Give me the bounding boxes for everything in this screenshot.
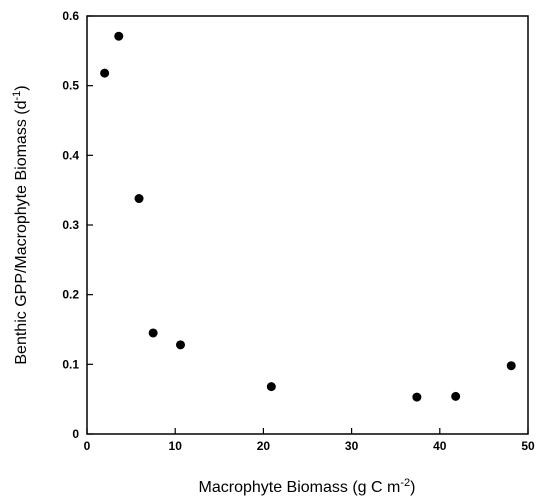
x-tick-label: 20 — [257, 439, 271, 453]
x-tick-label: 0 — [84, 439, 91, 453]
y-tick-label: 0.2 — [62, 288, 79, 302]
y-axis-title-end: ) — [13, 85, 30, 90]
data-point — [134, 194, 144, 204]
data-point — [148, 328, 158, 338]
x-tick-label: 10 — [169, 439, 183, 453]
y-tick-label: 0.5 — [62, 79, 79, 93]
x-tick-label: 30 — [345, 439, 359, 453]
data-point — [451, 391, 461, 401]
y-tick-label: 0 — [72, 427, 79, 441]
y-tick-label: 0.1 — [62, 357, 79, 371]
data-point — [506, 361, 516, 371]
data-point — [114, 31, 124, 41]
y-axis-title: Benthic GPP/Macrophyte Biomass (d-1) — [11, 85, 30, 364]
x-tick-label: 50 — [521, 439, 535, 453]
data-point — [100, 68, 110, 78]
data-point — [266, 382, 276, 392]
y-axis-title-sup: -1 — [11, 91, 23, 101]
y-axis-title-main: Benthic GPP/Macrophyte Biomass (d — [13, 101, 30, 365]
data-point — [412, 392, 422, 402]
data-points — [100, 31, 516, 402]
x-axis-title: Macrophyte Biomass (g C m-2) — [199, 477, 416, 496]
x-tick-label: 40 — [433, 439, 447, 453]
x-axis-title-end: ) — [410, 479, 415, 496]
y-tick-label: 0.3 — [62, 218, 79, 232]
y-tick-label: 0.4 — [62, 148, 79, 162]
plot-frame — [86, 15, 529, 435]
x-axis-ticks: 0 10 20 30 40 50 — [84, 428, 535, 453]
y-axis-ticks: 0 0.1 0.2 0.3 0.4 0.5 0.6 — [62, 9, 93, 441]
y-tick-label: 0.6 — [62, 9, 79, 23]
data-point — [175, 340, 185, 350]
x-axis-title-sup: -2 — [400, 477, 410, 489]
x-axis-title-main: Macrophyte Biomass (g C m — [199, 479, 401, 496]
